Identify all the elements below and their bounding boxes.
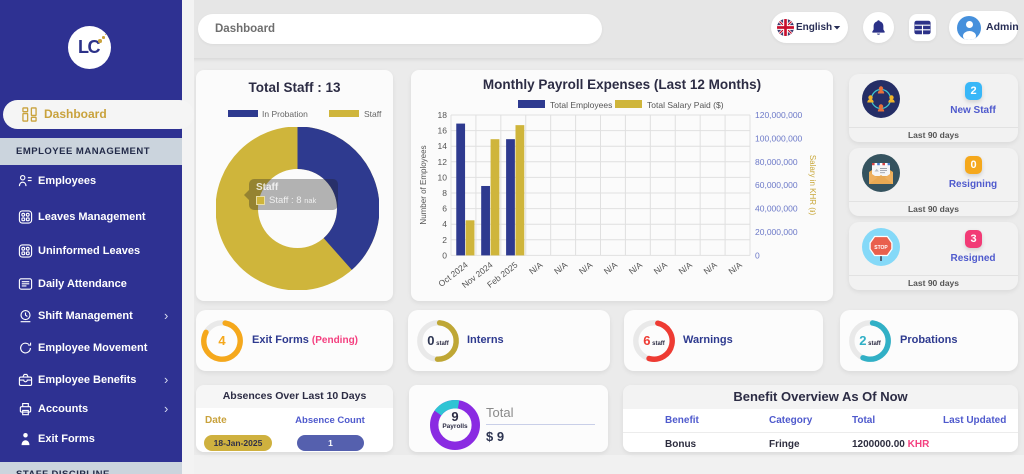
- svg-text:80,000,000: 80,000,000: [755, 157, 798, 167]
- svg-text:10: 10: [438, 172, 448, 182]
- svg-text:N/A: N/A: [602, 259, 620, 276]
- svg-text:60,000,000: 60,000,000: [755, 180, 798, 190]
- svg-text:16: 16: [438, 126, 448, 136]
- svg-text:N/A: N/A: [627, 259, 645, 276]
- svg-text:14: 14: [438, 141, 448, 151]
- svg-text:Total Employees: Total Employees: [550, 100, 612, 110]
- svg-text:8: 8: [442, 188, 447, 198]
- svg-text:40,000,000: 40,000,000: [755, 204, 798, 214]
- svg-text:Number of Employees: Number of Employees: [419, 145, 428, 224]
- svg-text:Monthly Payroll Expenses (Last: Monthly Payroll Expenses (Last 12 Months…: [483, 77, 761, 92]
- svg-text:0: 0: [755, 250, 760, 260]
- svg-text:N/A: N/A: [677, 259, 695, 276]
- svg-text:12: 12: [438, 157, 448, 167]
- svg-text:18: 18: [438, 110, 448, 120]
- svg-text:N/A: N/A: [726, 259, 744, 276]
- svg-text:N/A: N/A: [552, 259, 570, 276]
- svg-text:N/A: N/A: [527, 259, 545, 276]
- svg-text:Salary in KHR (៛): Salary in KHR (៛): [808, 155, 817, 216]
- svg-text:20,000,000: 20,000,000: [755, 227, 798, 237]
- svg-text:2: 2: [442, 235, 447, 245]
- svg-text:4: 4: [442, 219, 447, 229]
- svg-text:Total Salary Paid ($): Total Salary Paid ($): [647, 100, 724, 110]
- svg-text:N/A: N/A: [652, 259, 670, 276]
- svg-text:6: 6: [442, 204, 447, 214]
- svg-text:100,000,000: 100,000,000: [755, 133, 803, 143]
- svg-text:N/A: N/A: [702, 259, 720, 276]
- svg-text:0: 0: [442, 250, 447, 260]
- svg-text:STOP: STOP: [874, 245, 888, 251]
- svg-text:N/A: N/A: [577, 259, 595, 276]
- svg-text:120,000,000: 120,000,000: [755, 110, 803, 120]
